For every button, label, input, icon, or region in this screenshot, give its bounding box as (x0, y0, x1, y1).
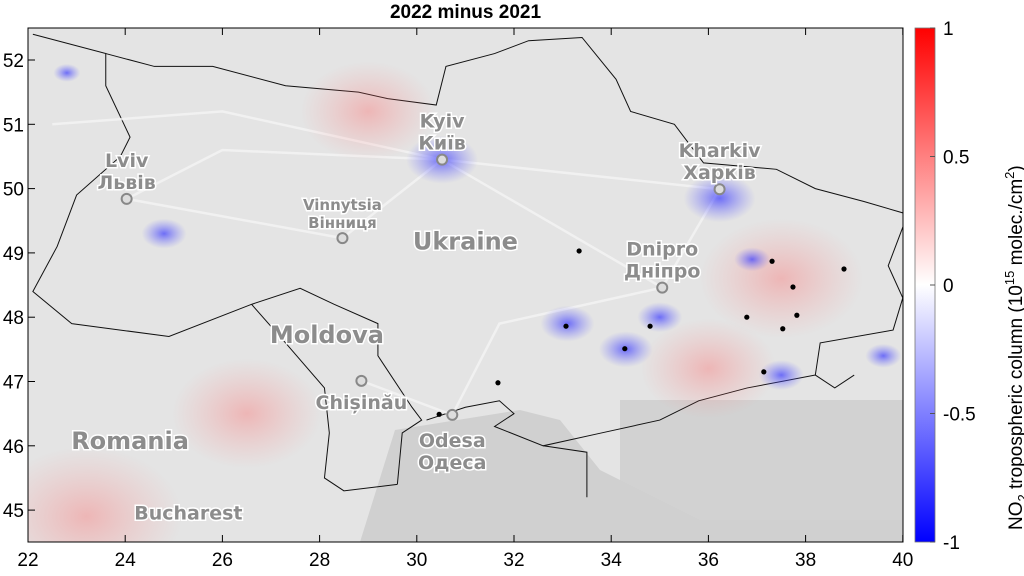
country-label: Bucharest (134, 503, 242, 525)
negative-hotspot (141, 218, 187, 249)
point-source-marker (495, 380, 501, 386)
city-label-en: Dnipro (626, 239, 698, 261)
city-label-en: Lviv (105, 150, 149, 172)
x-tick-label: 26 (212, 550, 233, 571)
negative-hotspot (865, 343, 902, 368)
city-label-en: Chișinău (316, 392, 408, 414)
x-tick-label: 36 (698, 550, 719, 571)
city-label-en: Kharkiv (679, 140, 762, 162)
city-marker (713, 183, 726, 196)
negative-hotspot (758, 360, 804, 391)
city-label-local: Харків (683, 162, 756, 184)
city-label-local: Львів (97, 172, 155, 194)
y-tick-label: 50 (3, 180, 24, 201)
point-source-marker (780, 326, 786, 332)
city-marker (436, 153, 449, 166)
point-source-marker (622, 346, 628, 352)
city-marker (446, 408, 459, 421)
city-marker (336, 232, 349, 245)
point-source-marker (563, 323, 569, 329)
black-sea (360, 410, 903, 542)
negative-hotspot (734, 247, 771, 272)
map-title: 2022 minus 2021 (389, 2, 542, 23)
x-tick-label: 24 (115, 550, 137, 571)
negative-hotspot (53, 63, 81, 82)
y-tick-label: 51 (3, 115, 24, 136)
country-label: Romania (71, 427, 189, 455)
positive-anomaly (28, 446, 183, 542)
point-source-marker (790, 284, 796, 290)
point-source-marker (769, 258, 775, 264)
positive-anomaly (699, 218, 864, 339)
x-tick-label: 30 (406, 550, 427, 571)
x-tick-label: 32 (503, 550, 524, 571)
point-source-marker (794, 312, 800, 318)
point-source-marker (576, 248, 582, 254)
country-label: Moldova (270, 321, 384, 349)
colorbar-tick-label: -1 (943, 533, 960, 554)
negative-hotspot (637, 302, 683, 333)
point-source-marker (744, 314, 750, 320)
positive-anomaly (300, 61, 437, 162)
colorbar-tick-label: 0 (943, 276, 954, 297)
city-label-local: Київ (418, 133, 465, 155)
axes-frame (27, 27, 904, 543)
city-label-en: Odesa (419, 430, 486, 452)
point-source-marker (841, 266, 847, 272)
y-tick-label: 52 (3, 51, 24, 72)
point-source-marker (761, 369, 767, 375)
colorbar-tick-label: 1 (943, 19, 954, 40)
city-label-local: Дніпро (624, 261, 700, 283)
country-border (251, 304, 398, 492)
positive-anomaly (171, 358, 322, 469)
country-border (32, 33, 423, 485)
country-label: Ukraine (413, 228, 518, 256)
country-border (543, 445, 588, 498)
city-marker (355, 374, 368, 387)
negative-hotspot (683, 174, 756, 223)
x-tick-label: 38 (795, 550, 816, 571)
point-source-marker (436, 411, 442, 417)
y-tick-label: 47 (3, 373, 24, 394)
city-label-en: Vinnytsia (303, 196, 382, 214)
colorbar-label: NO2 tropospheric column (1015 molec./cm2… (1002, 165, 1024, 530)
y-tick-label: 48 (3, 308, 24, 329)
city-marker (120, 192, 133, 205)
positive-anomaly (640, 318, 777, 419)
x-tick-label: 28 (309, 550, 330, 571)
city-label-local: Вінниця (308, 214, 377, 232)
city-label-local: Одеса (418, 452, 486, 474)
point-source-marker (647, 323, 653, 329)
city-label-en: Kyiv (420, 111, 465, 133)
road (360, 286, 663, 417)
x-tick-label: 40 (892, 550, 913, 571)
y-tick-label: 45 (3, 501, 24, 522)
colorbar-tick-label: -0.5 (943, 405, 976, 426)
y-tick-label: 46 (3, 437, 24, 458)
country-border (426, 374, 855, 447)
city-marker (656, 281, 669, 294)
negative-hotspot (540, 305, 595, 342)
x-tick-label: 22 (17, 550, 38, 571)
y-tick-label: 49 (3, 244, 24, 265)
road (441, 158, 720, 191)
x-tick-label: 34 (601, 550, 623, 571)
colorbar-tick-label: 0.5 (943, 148, 969, 169)
